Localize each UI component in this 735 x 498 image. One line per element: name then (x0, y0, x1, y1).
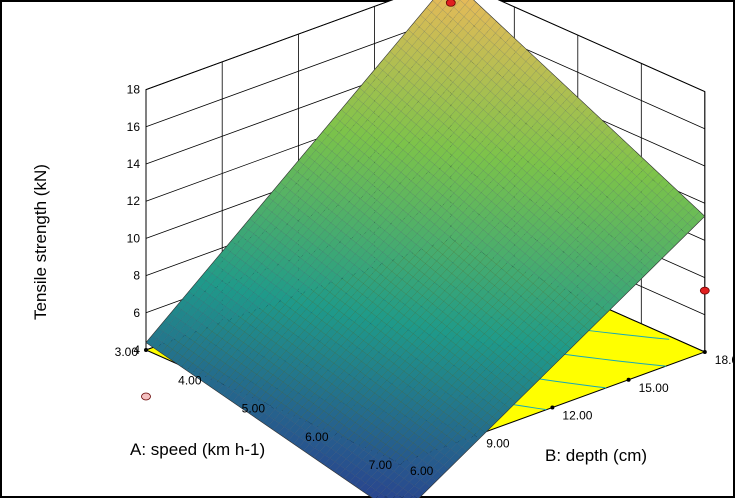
design-point (141, 392, 151, 401)
z-tick-label: 12 (127, 194, 141, 208)
z-axis-label: Tensile strength (kN) (31, 164, 50, 320)
z-tick-label: 6 (133, 306, 140, 320)
x-tick-label: 3.00 (115, 345, 139, 359)
z-tick-label: 8 (133, 269, 140, 283)
z-tick-label: 4 (133, 343, 140, 357)
y-tick-label: 12.00 (562, 409, 592, 423)
y-tick-label: 18.00 (715, 353, 735, 367)
z-tick-label: 18 (127, 83, 141, 97)
y-axis-label: B: depth (cm) (545, 446, 647, 465)
z-tick-label: 14 (127, 157, 141, 171)
tick-labels: 4 6 8 10 12 14 16 18 3.00 4.00 5.00 6.00 7.00 6.00 9.0… (115, 83, 735, 478)
x-tick-label: 7.00 (369, 458, 393, 472)
x-tick-label: 6.00 (305, 430, 329, 444)
y-tick-label: 6.00 (410, 464, 434, 478)
design-points (141, 0, 710, 401)
y-tick-label: 9.00 (486, 436, 510, 450)
x-axis-label: A: speed (km h-1) (130, 440, 265, 459)
z-tick-label: 10 (127, 231, 141, 245)
z-tick-label: 16 (127, 120, 141, 134)
x-tick-label: 4.00 (178, 373, 202, 387)
x-tick-label: 5.00 (242, 402, 266, 416)
response-surface (145, 0, 706, 498)
y-tick-label: 15.00 (639, 381, 669, 395)
design-point (445, 0, 456, 7)
design-point (699, 286, 710, 295)
